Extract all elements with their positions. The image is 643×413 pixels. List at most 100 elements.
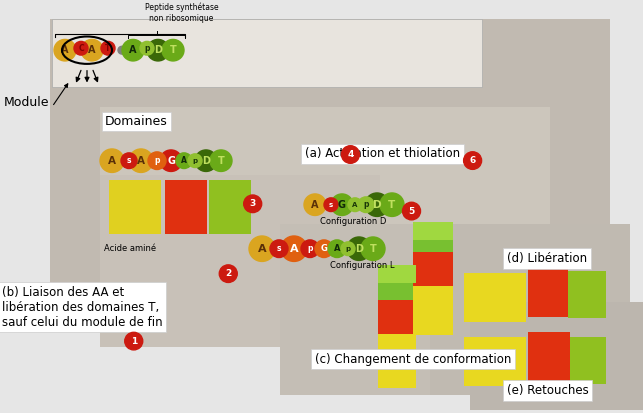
Circle shape <box>341 146 359 163</box>
Circle shape <box>122 39 144 61</box>
Text: D: D <box>154 45 162 55</box>
Circle shape <box>147 39 169 61</box>
Text: A: A <box>290 244 298 254</box>
Circle shape <box>361 237 385 261</box>
Bar <box>100 176 380 347</box>
Bar <box>413 222 453 240</box>
Text: 3: 3 <box>249 199 256 208</box>
Circle shape <box>195 150 217 171</box>
Circle shape <box>380 193 404 216</box>
Text: Acide aminé: Acide aminé <box>104 244 156 253</box>
Text: Configuration L: Configuration L <box>330 261 395 271</box>
Circle shape <box>101 41 115 55</box>
Circle shape <box>188 154 202 168</box>
Text: p: p <box>192 158 197 164</box>
Text: 4: 4 <box>347 150 354 159</box>
Bar <box>50 19 610 302</box>
Circle shape <box>81 39 103 61</box>
Text: (c) Changement de conformation: (c) Changement de conformation <box>315 353 511 366</box>
Text: 5: 5 <box>408 206 415 216</box>
Circle shape <box>270 240 288 258</box>
Text: s: s <box>329 202 333 208</box>
Bar <box>378 265 416 283</box>
Text: T: T <box>105 44 111 53</box>
Text: A: A <box>61 45 69 55</box>
Text: Domaines: Domaines <box>105 115 168 128</box>
Circle shape <box>324 198 338 211</box>
Text: A: A <box>311 200 319 210</box>
Text: C: C <box>78 44 84 53</box>
Circle shape <box>118 46 126 54</box>
Circle shape <box>54 39 76 61</box>
Bar <box>568 271 606 318</box>
Text: (a) Activation et thiolation: (a) Activation et thiolation <box>305 147 460 160</box>
Text: (e) Retouches: (e) Retouches <box>507 384 589 397</box>
Text: p: p <box>144 44 150 53</box>
Circle shape <box>304 194 326 216</box>
Text: T: T <box>370 244 376 254</box>
Circle shape <box>162 39 184 61</box>
Text: 1: 1 <box>131 337 137 346</box>
Circle shape <box>358 197 374 213</box>
Bar <box>464 337 526 386</box>
Bar <box>470 302 643 410</box>
Circle shape <box>160 150 182 171</box>
Text: D: D <box>202 156 210 166</box>
Bar <box>528 263 568 317</box>
Bar <box>413 286 453 335</box>
Text: G: G <box>338 200 346 210</box>
Bar <box>413 252 453 286</box>
Circle shape <box>341 242 355 256</box>
Text: D: D <box>355 244 363 254</box>
Circle shape <box>176 153 192 169</box>
Circle shape <box>148 152 166 169</box>
Text: 2: 2 <box>225 269 231 278</box>
Text: Configuration D: Configuration D <box>320 217 386 226</box>
Text: G: G <box>167 156 175 166</box>
Bar <box>528 332 570 386</box>
Bar <box>209 180 251 234</box>
Circle shape <box>347 237 371 261</box>
Text: A: A <box>108 156 116 166</box>
Circle shape <box>328 240 346 258</box>
Bar <box>430 224 630 395</box>
Bar <box>50 19 610 302</box>
Bar <box>378 265 416 299</box>
Circle shape <box>140 41 154 55</box>
Text: G: G <box>321 244 327 253</box>
Text: A: A <box>334 244 340 253</box>
Text: s: s <box>127 156 131 165</box>
Text: p: p <box>345 246 350 252</box>
Bar <box>378 299 416 334</box>
Circle shape <box>219 265 237 282</box>
Text: A: A <box>352 202 358 208</box>
Bar <box>378 334 416 387</box>
Text: T: T <box>388 200 395 210</box>
Circle shape <box>100 149 124 173</box>
Text: T: T <box>217 156 224 166</box>
Text: T: T <box>170 45 176 55</box>
Text: D: D <box>373 200 381 210</box>
Circle shape <box>315 240 333 258</box>
Text: s: s <box>276 244 281 253</box>
Circle shape <box>129 149 153 173</box>
Circle shape <box>121 153 137 169</box>
Bar <box>165 180 207 234</box>
Circle shape <box>464 152 482 169</box>
Circle shape <box>331 194 353 216</box>
Text: (d) Libération: (d) Libération <box>507 252 587 265</box>
Circle shape <box>125 332 143 350</box>
Text: A: A <box>137 156 145 166</box>
Text: p: p <box>154 156 159 165</box>
Circle shape <box>249 236 275 261</box>
Bar <box>100 107 550 302</box>
Text: 6: 6 <box>469 156 476 165</box>
Circle shape <box>348 198 362 211</box>
Text: A: A <box>258 244 266 254</box>
Circle shape <box>74 41 88 55</box>
Text: A: A <box>88 45 96 55</box>
Bar <box>464 273 526 322</box>
Text: Module: Module <box>4 95 50 109</box>
Text: A: A <box>181 156 187 165</box>
Text: (b) Liaison des AA et
libération des domaines T,
sauf celui du module de fin: (b) Liaison des AA et libération des dom… <box>2 286 163 329</box>
